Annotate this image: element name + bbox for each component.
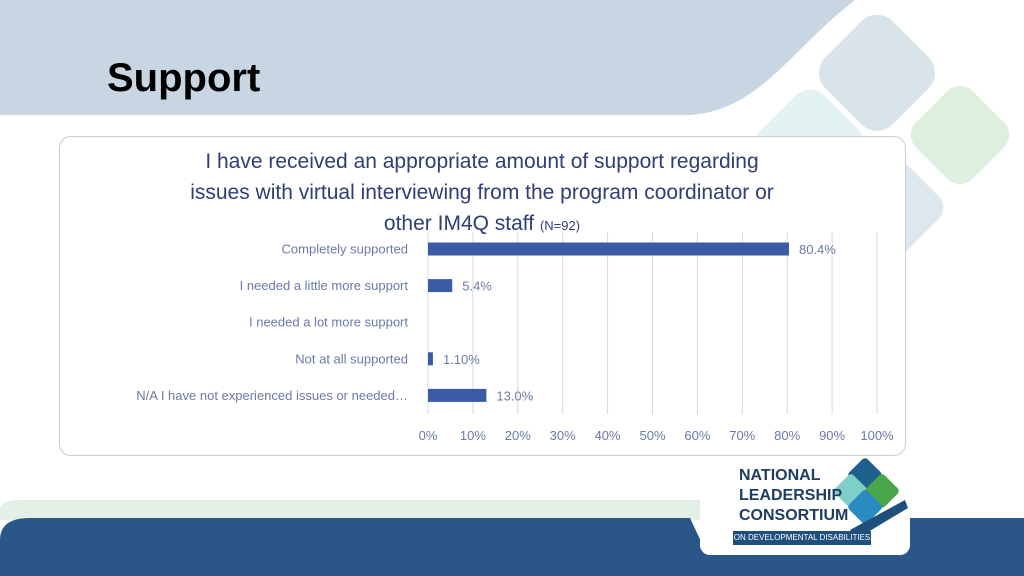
chart-title-line-3-text: other IM4Q staff	[383, 212, 535, 235]
logo-line-2: LEADERSHIP	[739, 487, 843, 504]
logo-diamond-bottom	[848, 490, 882, 524]
slide-title: Support	[107, 56, 261, 100]
logo-tagline: ON DEVELOPMENTAL DISABILITIES	[733, 531, 871, 545]
logo-line-3: CONSORTIUM	[739, 507, 849, 524]
decor-tile-2	[910, 85, 1010, 185]
header-band	[0, 0, 855, 115]
chart-title-line-2: issues with virtual interviewing from th…	[190, 181, 774, 204]
chart-title-line-1: I have received an appropriate amount of…	[205, 150, 759, 173]
footer-light-band	[0, 500, 700, 520]
chart-title: I have received an appropriate amount of…	[62, 146, 902, 241]
logo-swoosh	[850, 500, 908, 538]
footer-band	[0, 518, 1024, 576]
chart-frame	[59, 136, 906, 456]
logo-line-1: NATIONAL	[739, 467, 821, 484]
decor-tile-1	[818, 14, 936, 131]
chart-title-line-3: other IM4Q staff (N=92)	[62, 208, 902, 241]
chart-title-note: (N=92)	[539, 218, 581, 233]
logo-wordmark: NATIONAL LEADERSHIP CONSORTIUM	[739, 466, 848, 526]
